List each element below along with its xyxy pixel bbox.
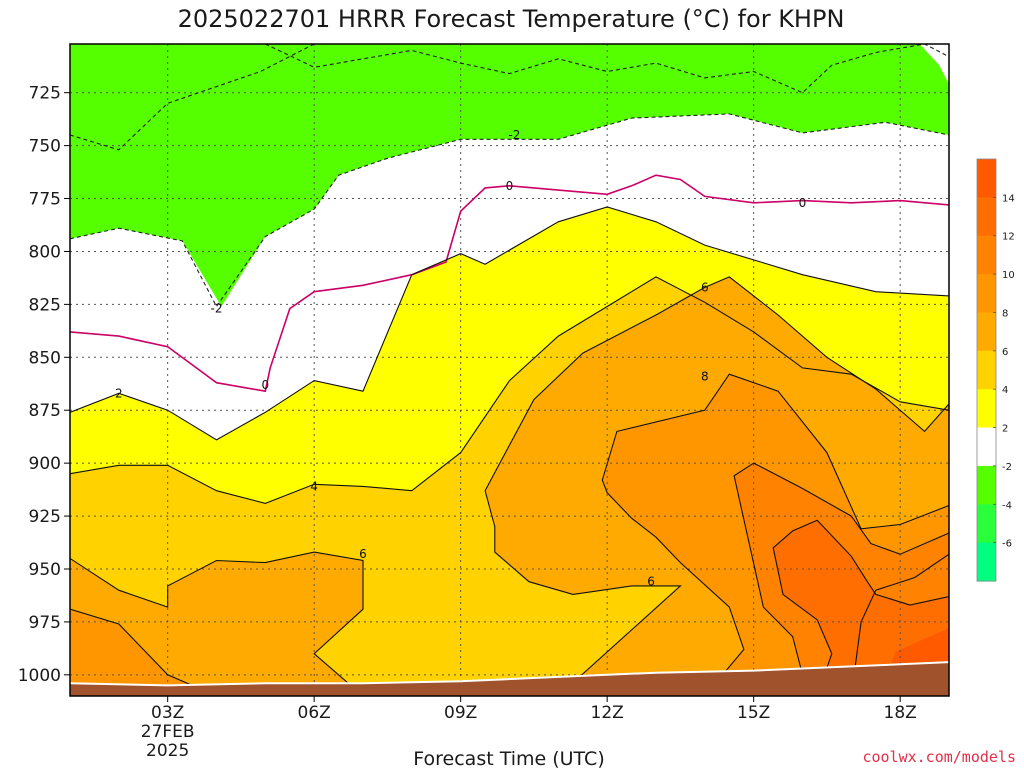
ground-fill [70, 662, 949, 696]
colorbar-label-0: 14 [1002, 193, 1015, 204]
y-tick-label-6: 875 [29, 401, 61, 421]
contour-label-5: 2 [115, 386, 123, 400]
credit-text: coolwx.com/models [862, 748, 1016, 766]
y-axis: 725 750 775 800 825 850 875 900 925 950 975 1000 [18, 84, 70, 686]
y-tick-label-7: 900 [29, 454, 61, 474]
plot-area: -2 -2 0 0 0 2 4 6 6 6 8 [70, 44, 949, 696]
plot-frame [69, 43, 950, 697]
colorbar-swatch-6 [977, 389, 996, 429]
y-tick-label-11: 1000 [18, 666, 61, 686]
colorbar-label-9: -6 [1002, 539, 1012, 550]
x-axis-title: Forecast Time (UTC) [413, 748, 604, 768]
chart-title: 2025022701 HRRR Forecast Temperature (°C… [178, 5, 845, 33]
contour-line-4 [70, 206, 949, 441]
contour-line-2 [265, 44, 949, 94]
colorbar-label-6: 2 [1002, 424, 1008, 435]
y-tick-label-9: 950 [29, 560, 61, 580]
temp-region-6 [70, 609, 193, 696]
contour-line-5 [70, 276, 949, 504]
contour-line-12 [772, 519, 949, 696]
ground-surface-line [70, 661, 949, 687]
contour-line-3 [70, 174, 949, 393]
contour-label-10: 8 [701, 369, 709, 383]
x-tick-label-1-0: 06Z [298, 703, 331, 723]
colorbar-swatch-3 [977, 274, 996, 314]
colorbar-swatch-8 [977, 465, 996, 505]
x-tick-label-5-0: 18Z [884, 703, 917, 723]
contour-line-6 [70, 551, 364, 696]
colorbar-label-3: 8 [1002, 308, 1008, 319]
temp-region-1 [70, 44, 949, 307]
contour-label-9: 6 [701, 280, 709, 294]
y-tick-label-3: 800 [29, 242, 61, 262]
ground-layer [70, 661, 949, 696]
y-tick-label-8: 925 [29, 507, 61, 527]
colorbar-swatch-1 [977, 197, 996, 237]
contour-line-7 [484, 276, 949, 696]
y-tick-label-1: 750 [29, 137, 61, 157]
contour-label-8: 6 [647, 575, 655, 589]
contour-label-0: -2 [508, 128, 520, 142]
y-tick-label-5: 850 [29, 348, 61, 368]
colorbar-label-5: 4 [1002, 385, 1008, 396]
y-tick-label-0: 725 [29, 84, 61, 104]
x-tick-label-0-0: 03Z [151, 703, 184, 723]
contour-line-8 [850, 553, 949, 696]
colorbar-label-8: -4 [1002, 500, 1012, 511]
colorbar-label-7: -2 [1002, 462, 1012, 473]
contour-label-3: 0 [799, 196, 807, 210]
contour-label-1: -2 [211, 302, 223, 316]
contour-label-2: 0 [506, 179, 514, 193]
contour-lines [70, 44, 949, 696]
colorbar-label-1: 12 [1002, 232, 1015, 243]
colorbar-swatch-2 [977, 235, 996, 275]
y-tick-label-4: 825 [29, 295, 61, 315]
contour-label-7: 6 [359, 547, 367, 561]
y-tick-label-2: 775 [29, 190, 61, 210]
colorbar-frame [976, 158, 997, 582]
colorbar-swatch-10 [977, 542, 996, 582]
x-tick-label-4-0: 15Z [737, 703, 770, 723]
x-tick-label-3-0: 12Z [591, 703, 624, 723]
y-tick-label-10: 975 [29, 613, 61, 633]
contour-label-6: 4 [310, 479, 318, 493]
x-tick-label-2-0: 09Z [444, 703, 477, 723]
x-tick-label-0-1: 27FEB [141, 722, 195, 742]
colorbar-swatch-9 [977, 504, 996, 544]
colorbar: 14 12 10 8 6 4 2 -2 -4 -6 [976, 158, 1015, 582]
x-tick-label-0-2: 2025 [146, 741, 189, 761]
contour-label-4: 0 [262, 378, 270, 392]
contour-line-0 [70, 113, 949, 308]
colorbar-swatch-0 [977, 159, 996, 198]
filled-regions [70, 44, 949, 696]
colorbar-label-4: 6 [1002, 347, 1008, 358]
colorbar-swatch-5 [977, 350, 996, 390]
contour-line-11 [733, 462, 949, 696]
contour-line-10 [601, 373, 949, 696]
colorbar-swatch-4 [977, 312, 996, 352]
contour-labels: -2 -2 0 0 0 2 4 6 6 6 8 [115, 128, 807, 589]
grid-lines [70, 44, 949, 696]
colorbar-label-2: 10 [1002, 270, 1015, 281]
colorbar-swatch-7 [977, 427, 996, 467]
